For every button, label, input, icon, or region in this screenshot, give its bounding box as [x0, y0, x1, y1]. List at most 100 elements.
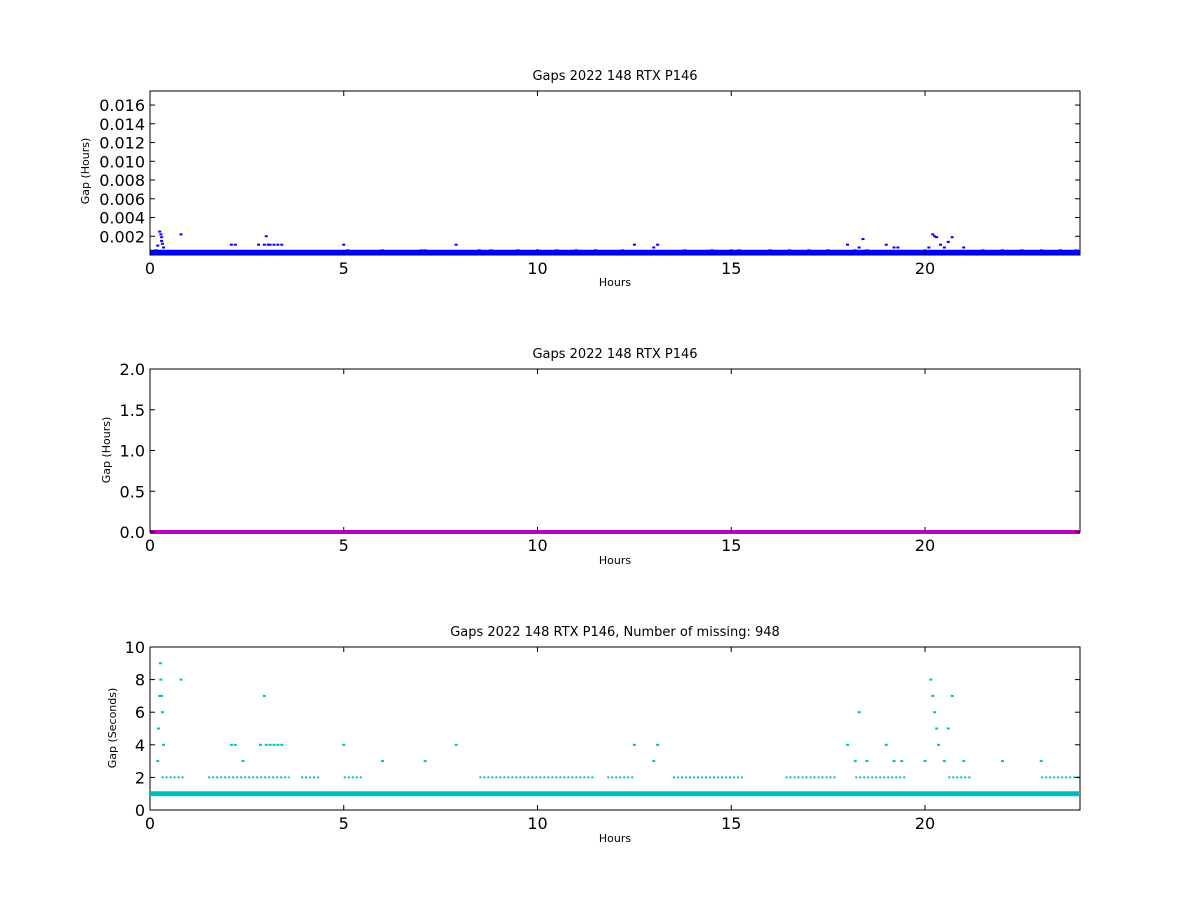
- x-tick-label: 15: [721, 536, 741, 555]
- x-tick-label: 20: [915, 536, 935, 555]
- data-point: [1074, 249, 1078, 252]
- data-point: [937, 743, 941, 746]
- data-point: [179, 233, 183, 236]
- data-point: [229, 743, 233, 746]
- data-point: [160, 711, 164, 714]
- y-axis-label: Gap (Hours): [100, 417, 113, 484]
- data-point: [158, 662, 162, 665]
- panel-gap-hours-top: Gaps 2022 148 RTX P146 0 5 10 15 200.0020.00…: [79, 69, 1081, 289]
- y-tick-label: 0.008: [99, 171, 145, 190]
- data-point: [768, 249, 772, 252]
- x-axis-label: Hours: [599, 554, 631, 567]
- plot-area: [149, 368, 1081, 533]
- data-point: [179, 678, 183, 681]
- data-point: [892, 760, 896, 763]
- y-axis-label: Gap (Seconds): [106, 688, 119, 769]
- data-point: [160, 694, 164, 697]
- y-tick-label: 0.016: [99, 96, 145, 115]
- data-point: [865, 249, 869, 252]
- data-point: [154, 249, 158, 252]
- data-point: [268, 243, 272, 246]
- data-point: [807, 249, 811, 252]
- data-point: [381, 760, 384, 763]
- data-point: [656, 743, 660, 746]
- y-tick-label: 0.5: [120, 482, 145, 501]
- x-tick-label: 10: [527, 814, 547, 833]
- y-tick-label: 4: [135, 736, 145, 755]
- data-point: [423, 760, 427, 763]
- x-tick-label: 5: [339, 259, 349, 278]
- data-point: [454, 743, 458, 746]
- x-tick-label: 20: [915, 259, 935, 278]
- data-point: [477, 249, 481, 252]
- y-axis-label: Gap (Hours): [79, 138, 92, 205]
- data-point: [853, 760, 857, 763]
- data-point: [342, 243, 346, 246]
- x-tick-label: 0: [145, 536, 155, 555]
- data-point: [162, 743, 166, 746]
- data-point: [157, 727, 161, 730]
- data-point: [942, 760, 946, 763]
- data-point: [853, 249, 857, 252]
- data-point: [272, 743, 276, 746]
- data-point: [276, 743, 280, 746]
- data-point: [884, 243, 888, 246]
- data-point: [950, 694, 954, 697]
- data-point: [158, 694, 162, 697]
- panel-gap-hours-middle: Gaps 2022 148 RTX P146 0 5 10 15 20 0.0 0.5 1.0…: [100, 347, 1081, 567]
- data-point: [1039, 249, 1043, 252]
- data-point: [939, 243, 942, 246]
- data-point: [935, 236, 939, 239]
- data-point: [257, 243, 260, 246]
- data-point: [233, 243, 237, 246]
- y-tick-label: 1.5: [120, 401, 145, 420]
- data-point: [865, 760, 869, 763]
- axis-ticks: 0 5 10 15 20 0 2 4 6 8 10: [125, 638, 1080, 833]
- data-point: [160, 236, 164, 239]
- panel-title: Gaps 2022 148 RTX P146, Number of missin…: [450, 625, 780, 640]
- data-point: [262, 694, 266, 697]
- data-point: [272, 243, 276, 246]
- data-point: [857, 711, 861, 714]
- y-tick-label: 0.002: [99, 227, 145, 246]
- data-point: [962, 246, 966, 249]
- plot-area: [149, 90, 1081, 256]
- data-point: [516, 249, 520, 252]
- y-tick-label: 0.004: [99, 209, 145, 228]
- data-point: [162, 246, 166, 249]
- data-point: [574, 249, 578, 252]
- data-point: [346, 249, 350, 252]
- x-axis-label: Hours: [599, 832, 631, 845]
- data-point: [933, 711, 937, 714]
- data-point: [262, 243, 266, 246]
- data-point: [423, 249, 427, 252]
- data-point: [1020, 249, 1024, 252]
- x-tick-label: 0: [145, 259, 155, 278]
- y-tick-label: 0: [135, 801, 145, 820]
- data-point: [652, 760, 656, 763]
- data-point: [826, 249, 830, 252]
- x-tick-label: 15: [721, 814, 741, 833]
- data-point: [555, 249, 559, 252]
- data-point: [264, 743, 268, 746]
- axis-ticks: 0 5 10 15 20 0.0 0.5 1.0 1.5 2.0: [120, 360, 1080, 555]
- x-tick-label: 10: [527, 536, 547, 555]
- data-point: [1059, 249, 1063, 252]
- x-tick-label: 15: [721, 259, 741, 278]
- data-point: [594, 249, 598, 252]
- data-point: [846, 743, 849, 746]
- axis-ticks: 0 5 10 15 200.0020.0040.0060.0080.0100.0120.…: [99, 91, 1080, 278]
- data-point: [280, 743, 284, 746]
- data-point: [156, 760, 160, 763]
- panel-title: Gaps 2022 148 RTX P146: [532, 347, 697, 362]
- data-point: [861, 238, 865, 241]
- plot-area: [149, 646, 1081, 811]
- data-point: [276, 243, 280, 246]
- x-tick-label: 10: [527, 259, 547, 278]
- data-point: [229, 243, 233, 246]
- data-point: [264, 235, 268, 238]
- y-tick-label: 1.0: [120, 442, 145, 461]
- data-point: [160, 242, 164, 245]
- data-point: [156, 244, 160, 247]
- data-point: [241, 760, 245, 763]
